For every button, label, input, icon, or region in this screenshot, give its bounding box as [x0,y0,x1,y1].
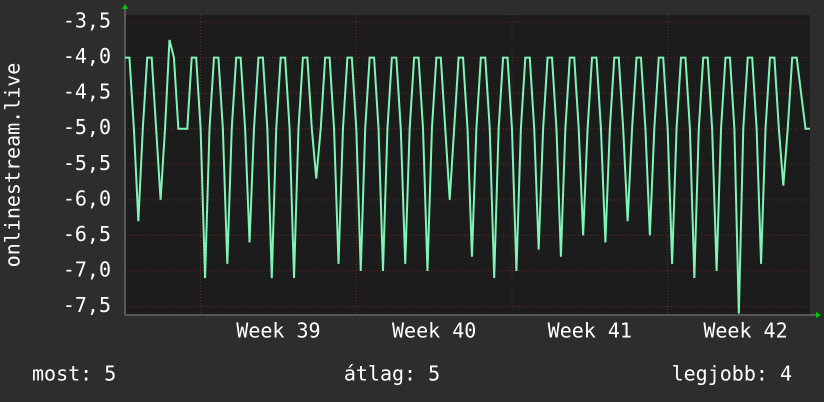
footer-best: legjobb: 4 [672,362,792,386]
y-tick-label: -5,5 [63,151,111,175]
x-tick-label: Week 42 [703,319,787,343]
y-axis-label: onlinestream.live [1,63,25,268]
footer-current: most: 5 [32,362,116,386]
x-tick-label: Week 40 [392,319,476,343]
y-tick-label: -4,5 [63,80,111,104]
y-tick-label: -5,0 [63,115,111,139]
y-tick-label: -6,5 [63,222,111,246]
y-axis-arrow [122,4,128,9]
x-tick-label: Week 39 [236,319,320,343]
y-tick-label: -7,0 [63,257,111,281]
plot-area [125,15,810,315]
footer-average: átlag: 5 [344,362,440,386]
y-tick-label: -7,5 [63,293,111,317]
data-line [125,39,810,314]
y-tick-label: -4,0 [63,44,111,68]
y-tick-label: -3,5 [63,9,111,33]
x-axis-arrow [816,312,821,318]
x-tick-label: Week 41 [548,319,632,343]
y-tick-label: -6,0 [63,186,111,210]
